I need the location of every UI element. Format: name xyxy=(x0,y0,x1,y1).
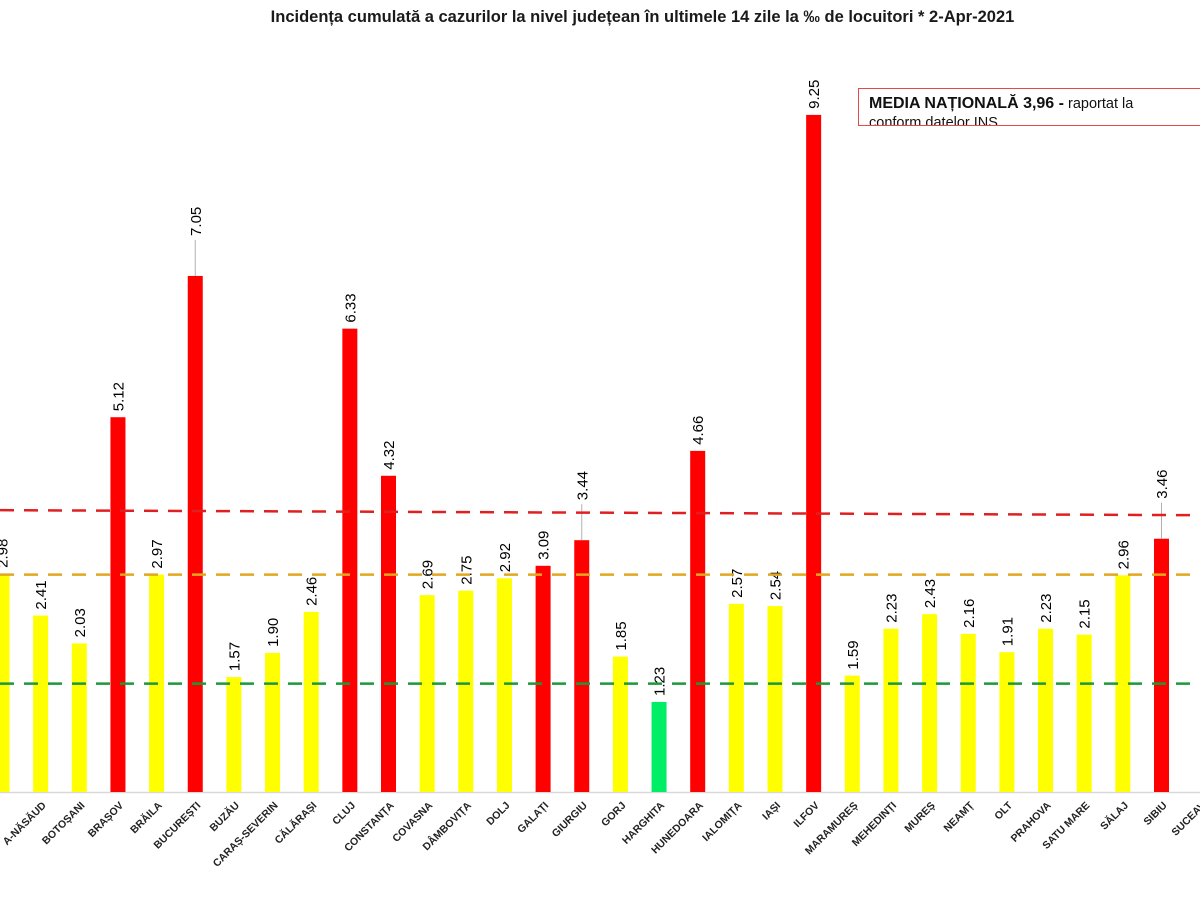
bar xyxy=(265,652,281,792)
data-label: 1.57 xyxy=(226,642,243,671)
category-label: GIURGIU xyxy=(550,800,590,840)
annotation-line2: conform datelor INS xyxy=(869,115,998,126)
data-label: 1.91 xyxy=(999,617,1016,646)
data-label: 2.03 xyxy=(72,608,89,637)
data-label: 2.41 xyxy=(33,580,50,609)
bar xyxy=(1154,538,1169,792)
bar xyxy=(496,578,512,792)
data-label: 2.23 xyxy=(1038,594,1055,623)
bar xyxy=(303,611,319,792)
data-label: 1.23 xyxy=(652,667,669,696)
bar xyxy=(71,643,87,792)
data-label: 7.05 xyxy=(188,207,205,236)
bar xyxy=(1076,634,1092,792)
category-label: ILFOV xyxy=(791,800,821,830)
data-label: 2.69 xyxy=(420,560,437,589)
category-label: CLUJ xyxy=(330,800,358,828)
bar xyxy=(419,595,435,792)
category-label: BUZĂU xyxy=(207,799,242,834)
annotation-text: raportat la xyxy=(1063,96,1134,112)
data-label: 2.46 xyxy=(304,577,321,606)
category-label: BRAȘOV xyxy=(86,800,126,840)
data-label: 5.12 xyxy=(110,382,127,411)
data-label: 2.75 xyxy=(458,555,475,584)
bar xyxy=(612,656,628,792)
bar xyxy=(1038,628,1054,792)
annotation-bold-text: MEDIA NAȚIONALĂ 3,96 - xyxy=(869,95,1064,112)
bar xyxy=(1115,575,1131,792)
category-label: MUREȘ xyxy=(902,800,937,835)
bar xyxy=(806,114,822,792)
category-label: SIBIU xyxy=(1141,800,1169,828)
category-label: BRĂILA xyxy=(127,799,165,837)
category-label: GALAȚI xyxy=(515,800,551,836)
data-label: 2.97 xyxy=(149,539,166,568)
threshold-line-red xyxy=(0,508,1200,517)
category-label: SUCEAV xyxy=(1169,800,1200,839)
bar xyxy=(922,614,938,792)
bar xyxy=(844,675,860,792)
category-label: CARAȘ-SEVERIN xyxy=(211,800,281,870)
data-label: 4.66 xyxy=(690,416,707,445)
category-label: CĂLĂRAȘI xyxy=(272,799,320,847)
category-label: GORJ xyxy=(599,800,629,830)
bar xyxy=(767,606,783,792)
data-label: 2.15 xyxy=(1077,599,1094,628)
bar xyxy=(728,603,744,792)
data-label: 2.54 xyxy=(768,571,785,600)
national-average-annotation: MEDIA NAȚIONALĂ 3,96 - raportat la confo… xyxy=(858,88,1200,126)
category-label: DOLJ xyxy=(484,800,512,828)
bar xyxy=(883,628,899,792)
bar xyxy=(535,565,551,792)
data-label: 2.96 xyxy=(1115,540,1132,569)
bar xyxy=(110,417,126,792)
data-label: 3.46 xyxy=(1154,470,1171,499)
category-label: NEAMȚ xyxy=(941,799,976,834)
data-label: 9.25 xyxy=(806,80,823,109)
data-label: 2.43 xyxy=(922,579,939,608)
data-label: 2.23 xyxy=(883,594,900,623)
data-label: 3.44 xyxy=(574,471,591,500)
bar xyxy=(651,701,667,792)
data-label: 3.09 xyxy=(536,531,553,560)
data-label: 2.92 xyxy=(497,543,514,572)
data-label: 1.85 xyxy=(613,621,630,650)
chart-title: Incidența cumulată a cazurilor la nivel … xyxy=(270,8,1015,26)
bar xyxy=(458,590,474,792)
category-label: SĂLAJ xyxy=(1097,799,1131,833)
bar xyxy=(226,677,242,792)
data-label: 6.33 xyxy=(342,293,359,322)
bar xyxy=(999,652,1015,792)
bar xyxy=(33,615,49,792)
data-label: 2.57 xyxy=(729,569,746,598)
category-label: OLT xyxy=(992,799,1015,822)
data-label: 1.90 xyxy=(265,618,282,647)
bar xyxy=(960,633,976,792)
bar xyxy=(690,450,706,792)
data-label: 2.98 xyxy=(0,539,12,568)
data-label: 2.16 xyxy=(961,599,978,628)
bar xyxy=(187,275,203,792)
bar xyxy=(381,475,396,792)
category-label: IAȘI xyxy=(760,800,783,823)
bar xyxy=(342,328,358,792)
bar xyxy=(574,540,590,792)
category-label: IALOMIȚA xyxy=(700,799,745,844)
data-label: 4.32 xyxy=(381,441,398,470)
data-label: 1.59 xyxy=(845,640,862,669)
